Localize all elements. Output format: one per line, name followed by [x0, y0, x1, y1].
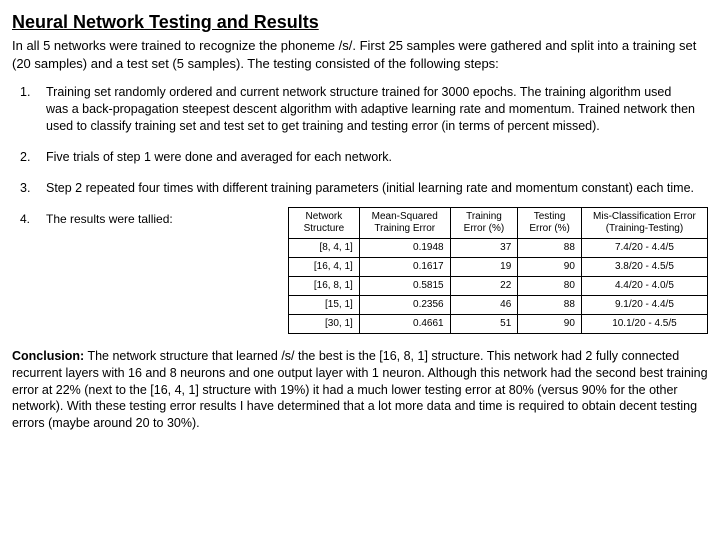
cell: 7.4/20 - 4.4/5	[581, 238, 707, 257]
cell: 46	[450, 295, 518, 314]
table-header-row: Network Structure Mean-Squared Training …	[289, 207, 708, 238]
cell: [30, 1]	[289, 314, 360, 333]
cell: [15, 1]	[289, 295, 360, 314]
cell: [8, 4, 1]	[289, 238, 360, 257]
cell: [16, 8, 1]	[289, 276, 360, 295]
table-row: [16, 8, 1] 0.5815 22 80 4.4/20 - 4.0/5	[289, 276, 708, 295]
cell: 9.1/20 - 4.4/5	[581, 295, 707, 314]
cell: 90	[518, 314, 582, 333]
cell: 0.5815	[359, 276, 450, 295]
page-title: Neural Network Testing and Results	[12, 10, 708, 34]
cell: 0.2356	[359, 295, 450, 314]
cell: 88	[518, 295, 582, 314]
cell: 19	[450, 257, 518, 276]
step-item: 3. Step 2 repeated four times with diffe…	[20, 180, 708, 197]
cell: 88	[518, 238, 582, 257]
cell: 22	[450, 276, 518, 295]
step-item: 4. The results were tallied: Network Str…	[20, 211, 708, 334]
cell: 10.1/20 - 4.5/5	[581, 314, 707, 333]
col-header: Testing Error (%)	[518, 207, 582, 238]
table-row: [30, 1] 0.4661 51 90 10.1/20 - 4.5/5	[289, 314, 708, 333]
conclusion-label: Conclusion:	[12, 349, 84, 363]
table-row: [15, 1] 0.2356 46 88 9.1/20 - 4.4/5	[289, 295, 708, 314]
col-header: Mean-Squared Training Error	[359, 207, 450, 238]
cell: 90	[518, 257, 582, 276]
col-header: Training Error (%)	[450, 207, 518, 238]
step-text: Training set randomly ordered and curren…	[46, 84, 708, 135]
step-text: The results were tallied:	[46, 211, 280, 227]
cell: 3.8/20 - 4.5/5	[581, 257, 707, 276]
results-table: Network Structure Mean-Squared Training …	[288, 207, 708, 334]
intro-text: In all 5 networks were trained to recogn…	[12, 37, 708, 72]
conclusion: Conclusion: The network structure that l…	[12, 348, 708, 432]
cell: 51	[450, 314, 518, 333]
step-number: 1.	[20, 84, 46, 135]
cell: 0.4661	[359, 314, 450, 333]
step-item: 2. Five trials of step 1 were done and a…	[20, 149, 708, 166]
step-text: Step 2 repeated four times with differen…	[46, 180, 708, 197]
cell: 4.4/20 - 4.0/5	[581, 276, 707, 295]
table-row: [8, 4, 1] 0.1948 37 88 7.4/20 - 4.4/5	[289, 238, 708, 257]
cell: 37	[450, 238, 518, 257]
col-header: Network Structure	[289, 207, 360, 238]
steps-list: 1. Training set randomly ordered and cur…	[20, 84, 708, 333]
conclusion-text: The network structure that learned /s/ t…	[12, 349, 708, 431]
cell: 0.1617	[359, 257, 450, 276]
step-number: 3.	[20, 180, 46, 197]
cell: 0.1948	[359, 238, 450, 257]
table-row: [16, 4, 1] 0.1617 19 90 3.8/20 - 4.5/5	[289, 257, 708, 276]
step-number: 2.	[20, 149, 46, 166]
step-number: 4.	[20, 211, 46, 227]
col-header: Mis-Classification Error (Training-Testi…	[581, 207, 707, 238]
step-text: Five trials of step 1 were done and aver…	[46, 149, 708, 166]
cell: 80	[518, 276, 582, 295]
cell: [16, 4, 1]	[289, 257, 360, 276]
step-item: 1. Training set randomly ordered and cur…	[20, 84, 708, 135]
